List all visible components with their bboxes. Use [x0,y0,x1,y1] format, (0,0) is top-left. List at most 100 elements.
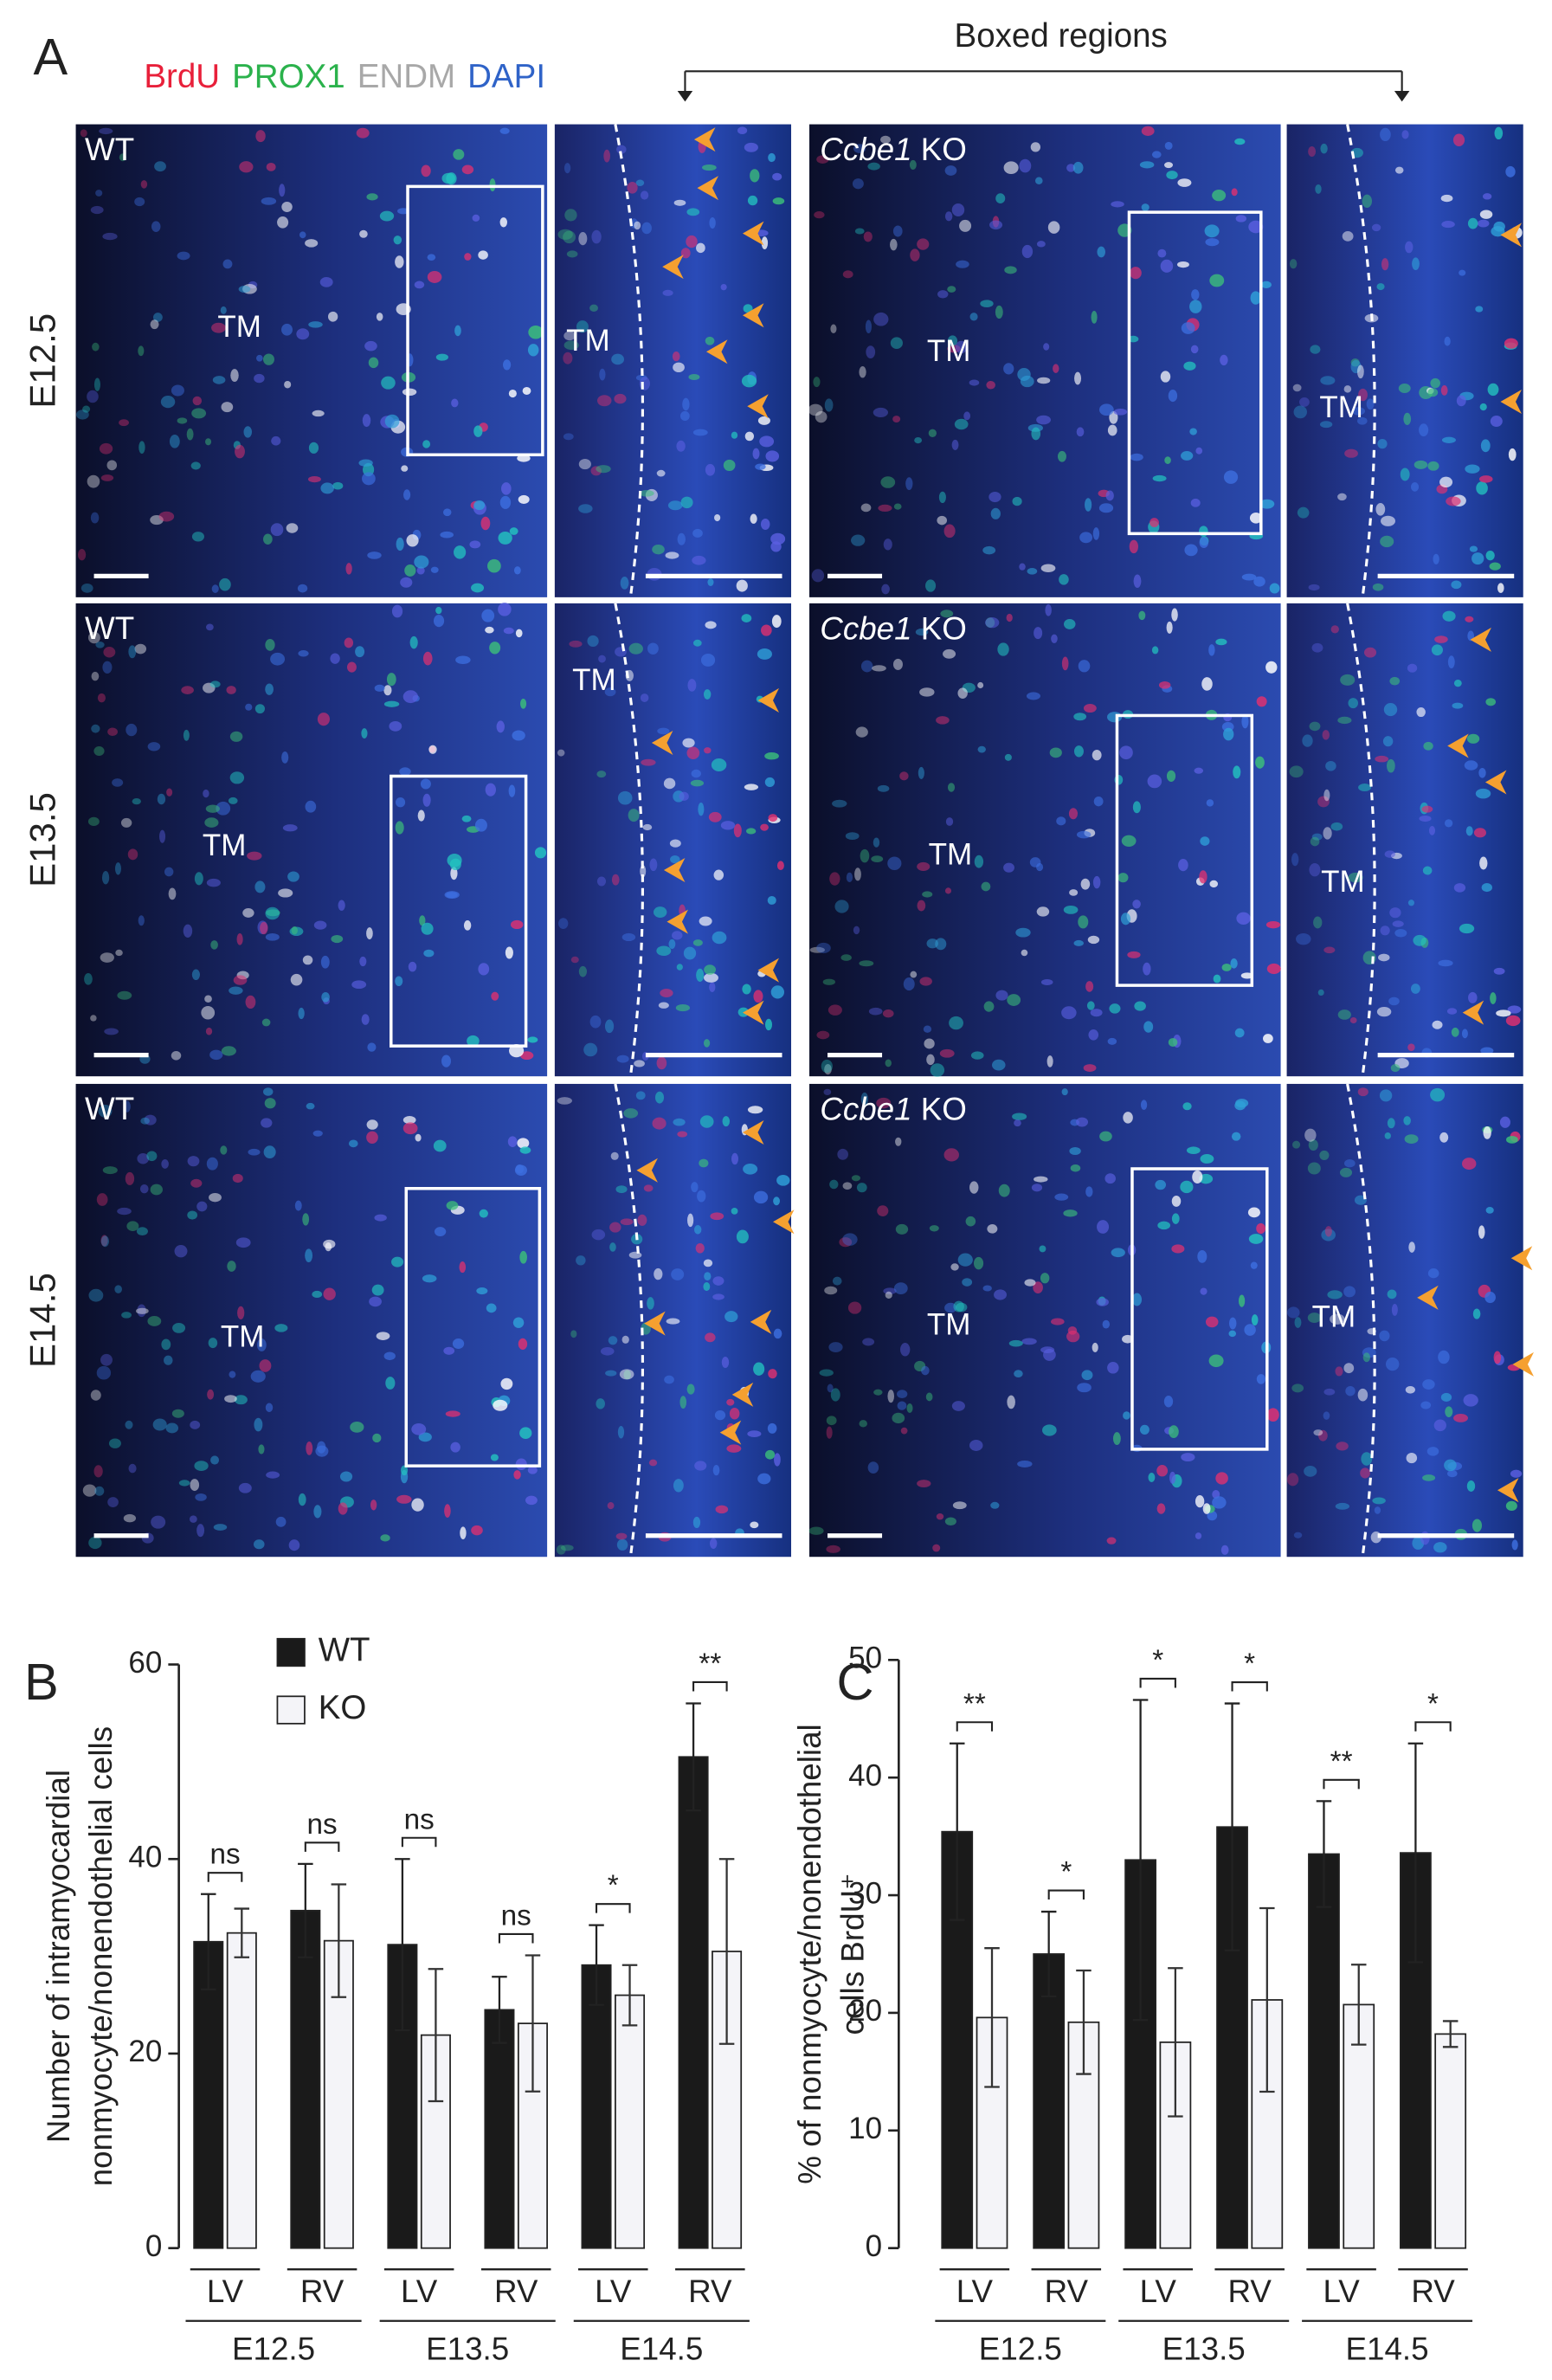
cell-nucleus [509,527,518,535]
cell-nucleus [514,1164,527,1176]
cell-nucleus [1021,949,1028,957]
cell-nucleus [1221,963,1232,971]
cell-nucleus [830,1388,840,1402]
arrowhead [742,303,764,328]
cell-nucleus [959,219,972,232]
cell-nucleus [1465,464,1480,474]
cell-nucleus [469,540,481,549]
cell-nucleus [583,1042,598,1057]
cell-nucleus [229,1371,236,1378]
cell-nucleus [1141,126,1155,136]
cell-nucleus [1297,506,1310,519]
cell-nucleus [637,1214,647,1226]
cell-nucleus [1097,1220,1110,1234]
cell-nucleus [126,723,138,737]
cell-nucleus [924,1038,935,1049]
cell-nucleus [873,407,888,418]
cell-nucleus [1151,646,1159,655]
cell-nucleus [256,1338,267,1351]
cell-nucleus [914,436,923,444]
cell-nucleus [409,635,418,649]
cell-nucleus [172,1323,186,1333]
tm-label: TM [566,324,610,358]
cell-nucleus [1056,816,1066,826]
cell-nucleus [1482,193,1492,200]
cell-nucleus [742,984,751,995]
cell-nucleus [816,942,831,954]
cell-nucleus [635,1091,646,1100]
cell-nucleus [1453,883,1466,893]
cell-nucleus [1451,1027,1459,1037]
cell-nucleus [1077,1383,1092,1393]
cell-nucleus [892,416,901,423]
cell-nucleus [1042,1424,1057,1436]
cell-nucleus [100,952,114,963]
group-label: E14.5 [620,2331,703,2366]
cell-nucleus [614,393,627,404]
cell-nucleus [951,1401,965,1411]
cell-nucleus [374,1214,387,1222]
cell-nucleus [944,1517,956,1525]
boxed-region [1115,713,1254,987]
cell-nucleus [1475,306,1484,313]
cell-nucleus [250,1370,266,1383]
cell-nucleus [1349,1016,1357,1024]
cell-nucleus [1256,696,1267,707]
cell-nucleus [1507,1005,1522,1014]
cell-nucleus [1358,388,1368,402]
cell-nucleus [1087,935,1100,945]
cell-nucleus [1440,384,1448,396]
cell-nucleus [1111,201,1124,208]
cell-nucleus [1250,1261,1258,1269]
cell-nucleus [384,414,400,429]
cell-nucleus [648,1459,658,1467]
cell-nucleus [1066,164,1076,172]
cell-nucleus [1171,1213,1180,1224]
arrowhead [663,858,686,883]
cell-nucleus [826,1545,840,1553]
cell-nucleus [1266,1408,1279,1422]
cell-nucleus [402,1116,416,1125]
cell-nucleus [900,1343,911,1357]
cell-nucleus [455,655,471,665]
cell-nucleus [1472,552,1484,565]
cell-nucleus [222,259,233,269]
cell-nucleus [1410,984,1420,994]
cell-nucleus [945,817,954,826]
cell-nucleus [578,231,588,246]
arrowhead [1470,627,1491,652]
cell-nucleus [1452,133,1465,146]
cell-nucleus [95,641,105,648]
cell-nucleus [1160,259,1174,273]
cell-nucleus [471,1525,483,1536]
cell-nucleus [731,1208,738,1215]
error-bar [1350,1964,1367,2046]
cell-nucleus [877,784,890,792]
cell-nucleus [616,1055,629,1063]
cell-nucleus [430,566,439,573]
cell-nucleus [1183,361,1196,371]
error-bar [492,1976,507,2044]
cell-nucleus [687,679,697,692]
cell-nucleus [323,1239,336,1249]
cell-nucleus [1205,238,1220,247]
cell-nucleus [566,250,578,258]
cell-nucleus [591,229,602,244]
cell-nucleus [460,1526,467,1540]
cell-nucleus [903,977,915,991]
cell-nucleus [1079,532,1093,544]
cell-nucleus [1382,736,1394,747]
bar [1308,1853,1340,2249]
error-bar [428,1968,444,2103]
cell-nucleus [656,1056,667,1070]
cell-nucleus [1037,377,1051,384]
cell-nucleus [187,1156,200,1167]
cell-nucleus [518,494,530,504]
bar [1343,2003,1375,2249]
cell-nucleus [467,1035,480,1047]
cell-nucleus [281,751,289,764]
cell-nucleus [515,1458,527,1470]
cell-nucleus [100,474,114,481]
cell-nucleus [995,990,1008,1001]
cell-nucleus [265,906,280,920]
